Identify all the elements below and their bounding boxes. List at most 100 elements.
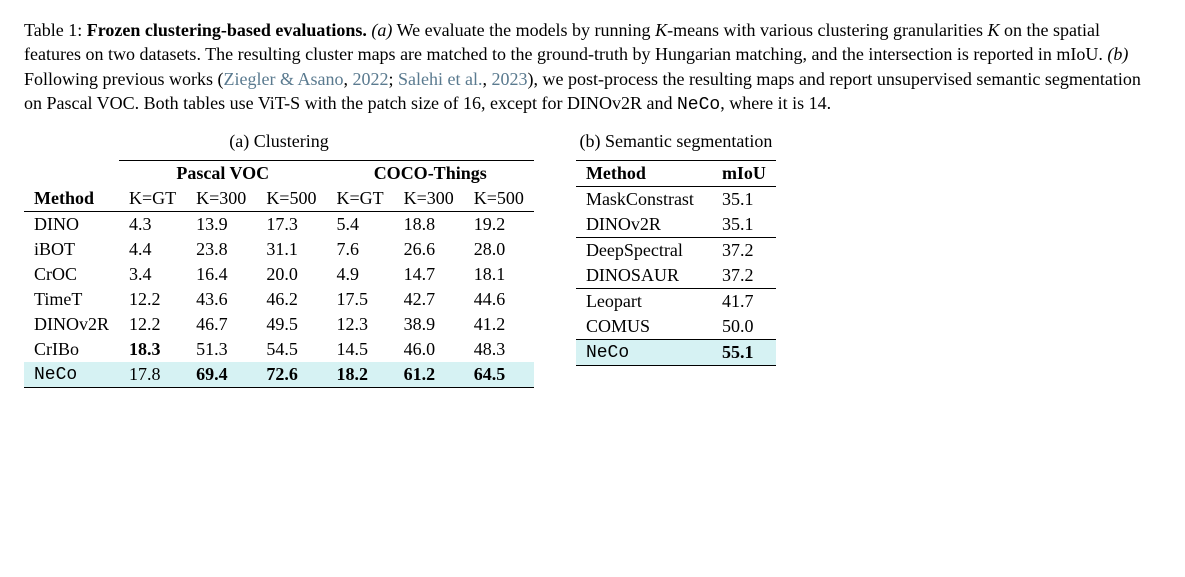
value-cell: 37.2	[704, 263, 776, 289]
table-row: DeepSpectral37.2	[576, 238, 776, 264]
method-cell: DINOv2R	[576, 212, 704, 238]
table-row: MaskConstrast35.1	[576, 187, 776, 213]
value-cell: 20.0	[256, 262, 326, 287]
value-cell: 4.4	[119, 237, 186, 262]
value-cell: 55.1	[704, 340, 776, 366]
col-header: K=GT	[119, 186, 186, 212]
caption-text: Following previous works (	[24, 69, 224, 89]
citation-year[interactable]: 2023	[491, 69, 527, 89]
group-header-coco: COCO-Things	[326, 161, 533, 187]
value-cell: 42.7	[394, 287, 464, 312]
caption-text: We evaluate the models by running	[397, 20, 655, 40]
value-cell: 38.9	[394, 312, 464, 337]
value-cell: 46.2	[256, 287, 326, 312]
value-cell: 4.3	[119, 212, 186, 238]
value-cell: 13.9	[186, 212, 256, 238]
value-cell: 37.2	[704, 238, 776, 264]
col-header: K=500	[464, 186, 534, 212]
value-cell: 5.4	[326, 212, 393, 238]
caption-text: ;	[388, 69, 398, 89]
method-cell: NeCo	[24, 362, 119, 388]
value-cell: 23.8	[186, 237, 256, 262]
subcaption-a: (a) Clustering	[24, 131, 534, 152]
col-header: K=300	[394, 186, 464, 212]
method-cell: DINOv2R	[24, 312, 119, 337]
value-cell: 18.8	[394, 212, 464, 238]
value-cell: 35.1	[704, 187, 776, 213]
col-method: Method	[24, 186, 119, 212]
value-cell: 54.5	[256, 337, 326, 362]
value-cell: 12.2	[119, 312, 186, 337]
method-cell: CrOC	[24, 262, 119, 287]
citation-link[interactable]: Ziegler & Asano	[224, 69, 344, 89]
value-cell: 17.3	[256, 212, 326, 238]
value-cell: 28.0	[464, 237, 534, 262]
method-name-neco: NeCo	[677, 95, 720, 115]
k-letter: K	[988, 20, 1000, 40]
table-row: iBOT4.423.831.17.626.628.0	[24, 237, 534, 262]
caption-text: -means with various clustering granulari…	[667, 20, 987, 40]
table-row: NeCo17.869.472.618.261.264.5	[24, 362, 534, 388]
caption-text: , where it is 14.	[720, 93, 831, 113]
table-row: DINOSAUR37.2	[576, 263, 776, 289]
value-cell: 41.2	[464, 312, 534, 337]
semantic-seg-table: Method mIoU MaskConstrast35.1DINOv2R35.1…	[576, 160, 776, 366]
empty-header	[24, 161, 119, 187]
value-cell: 72.6	[256, 362, 326, 388]
col-header: K=500	[256, 186, 326, 212]
value-cell: 14.7	[394, 262, 464, 287]
value-cell: 41.7	[704, 289, 776, 315]
value-cell: 49.5	[256, 312, 326, 337]
value-cell: 17.5	[326, 287, 393, 312]
table-b-wrap: (b) Semantic segmentation Method mIoU Ma…	[576, 131, 776, 366]
table-row: DINOv2R12.246.749.512.338.941.2	[24, 312, 534, 337]
group-header-pascal: Pascal VOC	[119, 161, 326, 187]
caption-part-b-tag: (b)	[1107, 44, 1128, 64]
method-cell: NeCo	[576, 340, 704, 366]
subcaption-b: (b) Semantic segmentation	[576, 131, 776, 152]
col-miou: mIoU	[704, 161, 776, 187]
col-header: K=GT	[326, 186, 393, 212]
table-row: DINOv2R35.1	[576, 212, 776, 238]
method-cell: TimeT	[24, 287, 119, 312]
value-cell: 61.2	[394, 362, 464, 388]
method-cell: DeepSpectral	[576, 238, 704, 264]
k-letter: K	[655, 20, 667, 40]
value-cell: 18.2	[326, 362, 393, 388]
citation-year[interactable]: 2022	[352, 69, 388, 89]
table-row: Leopart41.7	[576, 289, 776, 315]
method-cell: iBOT	[24, 237, 119, 262]
table-row: TimeT12.243.646.217.542.744.6	[24, 287, 534, 312]
value-cell: 44.6	[464, 287, 534, 312]
col-header: K=300	[186, 186, 256, 212]
value-cell: 14.5	[326, 337, 393, 362]
value-cell: 26.6	[394, 237, 464, 262]
method-cell: MaskConstrast	[576, 187, 704, 213]
method-cell: Leopart	[576, 289, 704, 315]
value-cell: 19.2	[464, 212, 534, 238]
value-cell: 64.5	[464, 362, 534, 388]
table-row: DINO4.313.917.35.418.819.2	[24, 212, 534, 238]
value-cell: 18.1	[464, 262, 534, 287]
col-method: Method	[576, 161, 704, 187]
value-cell: 69.4	[186, 362, 256, 388]
method-cell: COMUS	[576, 314, 704, 340]
value-cell: 12.3	[326, 312, 393, 337]
value-cell: 4.9	[326, 262, 393, 287]
table-caption: Table 1: Frozen clustering-based evaluat…	[24, 18, 1161, 117]
caption-title: Frozen clustering-based evaluations.	[87, 20, 367, 40]
value-cell: 46.7	[186, 312, 256, 337]
value-cell: 35.1	[704, 212, 776, 238]
caption-part-a-tag: (a)	[371, 20, 392, 40]
method-cell: DINO	[24, 212, 119, 238]
caption-label: Table 1:	[24, 20, 82, 40]
value-cell: 50.0	[704, 314, 776, 340]
table-row: NeCo55.1	[576, 340, 776, 366]
value-cell: 3.4	[119, 262, 186, 287]
value-cell: 12.2	[119, 287, 186, 312]
table-a-wrap: (a) Clustering Pascal VOC COCO-Things Me…	[24, 131, 534, 388]
value-cell: 17.8	[119, 362, 186, 388]
table-row: CrIBo18.351.354.514.546.048.3	[24, 337, 534, 362]
method-cell: DINOSAUR	[576, 263, 704, 289]
citation-link[interactable]: Salehi et al.	[398, 69, 482, 89]
